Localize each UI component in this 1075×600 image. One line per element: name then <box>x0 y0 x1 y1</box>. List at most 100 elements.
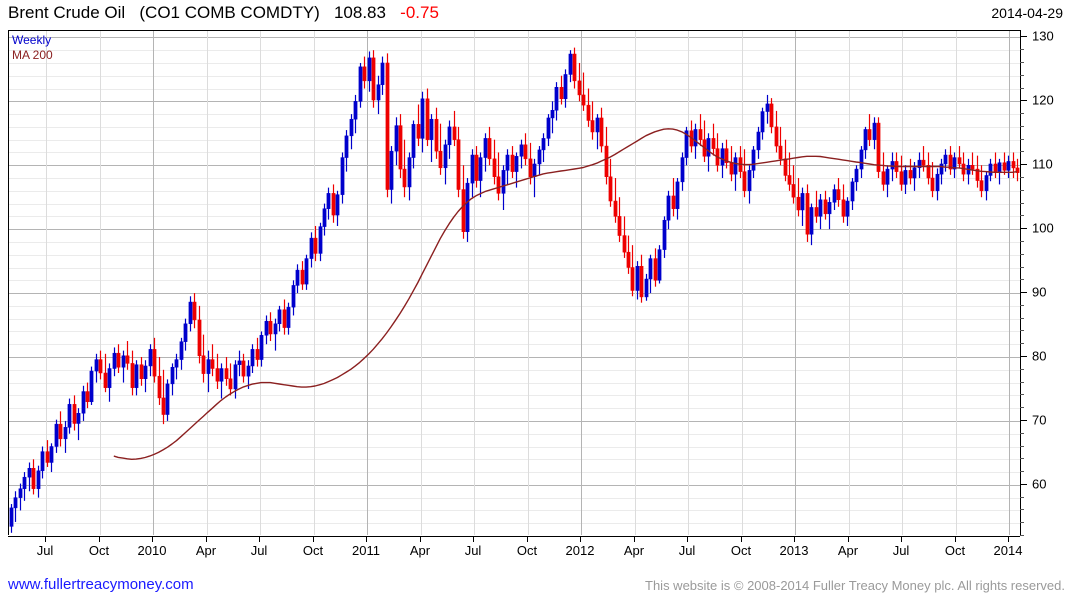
y-axis-label: 70 <box>1032 412 1047 428</box>
y-tick-mark <box>1020 215 1024 216</box>
x-tick-mark <box>741 536 742 542</box>
x-axis-label: 2010 <box>137 543 167 558</box>
x-tick-mark <box>313 536 314 542</box>
y-tick-mark <box>1020 394 1024 395</box>
price-chart-plot-area[interactable] <box>8 30 1020 535</box>
y-tick-mark <box>1020 330 1024 331</box>
y-tick-mark <box>1020 241 1024 242</box>
y-tick-mark <box>1020 407 1024 408</box>
y-tick-mark <box>1020 203 1024 204</box>
y-tick-mark <box>1020 113 1024 114</box>
y-axis-label: 80 <box>1032 348 1047 364</box>
x-tick-mark <box>848 536 849 542</box>
y-tick-mark <box>1020 305 1024 306</box>
y-axis-spine <box>1020 30 1021 536</box>
x-axis-label: Oct <box>302 543 324 558</box>
y-tick-mark <box>1020 292 1027 293</box>
y-tick-mark <box>1020 49 1024 50</box>
x-axis-label: Jul <box>678 543 696 558</box>
y-tick-mark <box>1020 228 1027 229</box>
instrument-ticker: (CO1 COMB COMDTY) <box>139 3 320 22</box>
y-tick-mark <box>1020 522 1024 523</box>
x-tick-mark <box>420 536 421 542</box>
y-tick-mark <box>1020 164 1027 165</box>
y-axis-label: 90 <box>1032 284 1047 300</box>
y-tick-mark <box>1020 433 1024 434</box>
y-tick-mark <box>1020 75 1024 76</box>
y-tick-mark <box>1020 100 1027 101</box>
y-tick-mark <box>1020 267 1024 268</box>
y-axis-label: 120 <box>1032 92 1054 108</box>
x-tick-mark <box>955 536 956 542</box>
y-tick-mark <box>1020 254 1024 255</box>
legend-frequency: Weekly <box>12 33 52 47</box>
price-change: -0.75 <box>400 3 439 22</box>
quote-date: 2014-04-29 <box>991 5 1063 21</box>
y-axis-label: 60 <box>1032 476 1047 492</box>
y-tick-mark <box>1020 497 1024 498</box>
x-tick-mark <box>634 536 635 542</box>
x-tick-mark <box>259 536 260 542</box>
x-axis-label: Apr <box>623 543 645 558</box>
x-tick-mark <box>45 536 46 542</box>
x-tick-mark <box>901 536 902 542</box>
copyright-notice: This website is © 2008-2014 Fuller Treac… <box>645 578 1065 593</box>
x-axis-label: Oct <box>944 543 966 558</box>
y-tick-mark <box>1020 190 1024 191</box>
candlestick-svg <box>9 31 1020 535</box>
x-axis-label: Oct <box>730 543 752 558</box>
x-tick-mark <box>794 536 795 542</box>
y-axis: 60 70 80 90 100 110 120 130 <box>1020 28 1075 536</box>
x-axis-label: 2014 <box>993 543 1023 558</box>
x-axis-label: 2013 <box>779 543 809 558</box>
chart-footer: www.fullertreacymoney.com This website i… <box>0 572 1075 600</box>
y-tick-mark <box>1020 36 1027 37</box>
x-tick-mark <box>527 536 528 542</box>
x-axis-label: Jul <box>464 543 482 558</box>
site-url[interactable]: www.fullertreacymoney.com <box>8 576 194 593</box>
x-axis: Jul Oct 2010 Apr Jul Oct 2011 Apr Jul Oct 2012 Apr J… <box>8 536 1023 562</box>
y-axis-label: 100 <box>1032 220 1054 236</box>
y-tick-mark <box>1020 88 1024 89</box>
x-tick-mark <box>473 536 474 542</box>
y-tick-mark <box>1020 139 1024 140</box>
x-axis-label: Oct <box>88 543 110 558</box>
x-axis-label: Jul <box>36 543 54 558</box>
y-axis-label: 110 <box>1032 156 1053 172</box>
x-tick-mark <box>1008 536 1009 542</box>
x-axis-spine <box>8 536 1020 537</box>
x-axis-label: Jul <box>250 543 268 558</box>
last-price: 108.83 <box>333 3 386 22</box>
x-tick-mark <box>206 536 207 542</box>
x-tick-mark <box>687 536 688 542</box>
y-tick-mark <box>1020 62 1024 63</box>
y-tick-mark <box>1020 446 1024 447</box>
y-tick-mark <box>1020 369 1024 370</box>
y-tick-mark <box>1020 382 1024 383</box>
page-title: Brent Crude Oil (CO1 COMB COMDTY) 108.83… <box>8 3 439 23</box>
instrument-name: Brent Crude Oil <box>8 3 126 22</box>
x-axis-label: Oct <box>516 543 538 558</box>
x-axis-label: 2011 <box>352 543 380 558</box>
y-tick-mark <box>1020 126 1024 127</box>
x-tick-mark <box>99 536 100 542</box>
y-tick-mark <box>1020 535 1024 536</box>
x-tick-mark <box>580 536 581 542</box>
y-tick-mark <box>1020 151 1024 152</box>
x-axis-label: Apr <box>409 543 431 558</box>
y-axis-label: 130 <box>1032 28 1054 44</box>
x-axis-label: 2012 <box>565 543 595 558</box>
y-tick-mark <box>1020 458 1024 459</box>
x-tick-mark <box>366 536 367 542</box>
x-axis-label: Apr <box>195 543 217 558</box>
y-tick-mark <box>1020 356 1027 357</box>
y-tick-mark <box>1020 279 1024 280</box>
y-tick-mark <box>1020 509 1024 510</box>
chart-legend: Weekly MA 200 <box>12 33 53 63</box>
x-tick-mark <box>152 536 153 542</box>
x-axis-label: Apr <box>837 543 859 558</box>
y-tick-mark <box>1020 318 1024 319</box>
legend-moving-average: MA 200 <box>12 48 53 62</box>
y-tick-mark <box>1020 177 1024 178</box>
